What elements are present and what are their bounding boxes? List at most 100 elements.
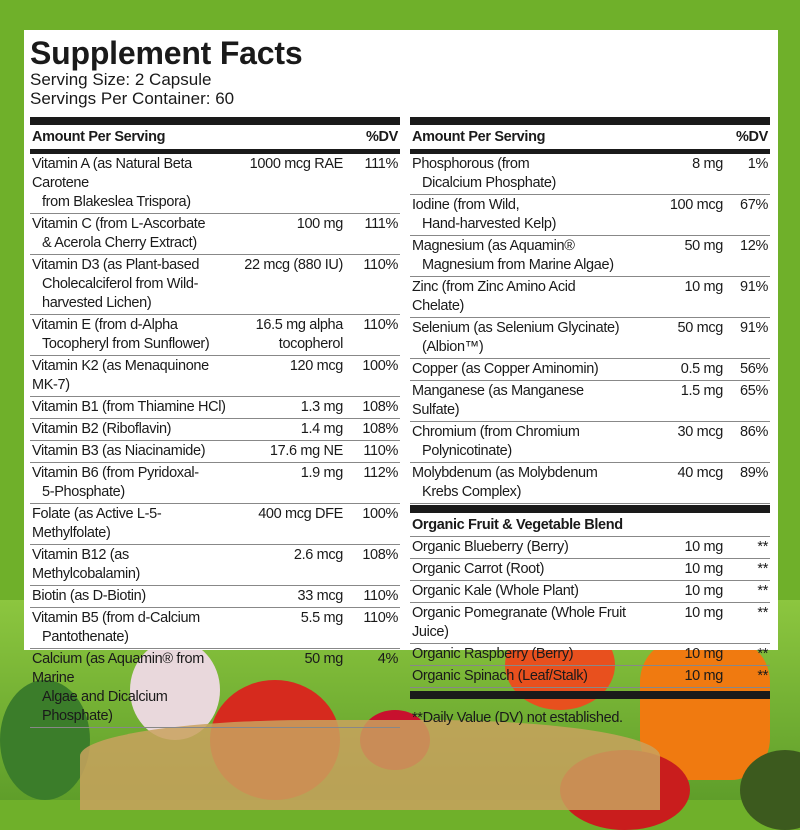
nutrient-amount: 1.9 mg <box>300 465 344 481</box>
nutrient-dv: 4% <box>377 651 399 667</box>
nutrient-name: Organic Pomegranate (Whole Fruit Juice) <box>412 604 628 642</box>
nutrient-label: Vitamin B1 (from Thiamine HCl) <box>32 399 226 415</box>
nutrient-amount: 120 mcg <box>289 358 344 374</box>
nutrient-source: Dicalcium Phosphate) <box>422 175 557 191</box>
nutrient-amount: 2.6 mcg <box>293 547 343 563</box>
nutrient-source: Magnesium from Marine Algae) <box>422 257 614 273</box>
nutrient-amount: 50 mg <box>304 651 343 667</box>
nutrient-label: Organic Spinach (Leaf/Stalk) <box>412 668 588 684</box>
nutrient-amount: 50 mg <box>684 238 723 254</box>
nutrient-label: Vitamin D3 (as Plant-based <box>32 257 200 273</box>
nutrient-row: Vitamin K2 (as Menaquinone MK-7) 120 mcg 1… <box>30 356 400 397</box>
nutrient-dv: ** <box>757 539 768 555</box>
nutrient-row: Manganese (as Manganese Sulfate) 1.5 mg 65… <box>410 381 770 422</box>
nutrient-name: Vitamin K2 (as Menaquinone MK-7) <box>32 357 238 395</box>
nutrient-name: Biotin (as D-Biotin) <box>32 587 238 606</box>
nutrient-name: Chromium (from Chromium Polynicotinate) <box>412 423 628 461</box>
dv-header: %DV <box>366 129 398 145</box>
nutrient-amount: 16.5 mg alpha tocopherol <box>255 317 344 352</box>
nutrient-name: Calcium (as Aquamin® from Marine Algae an… <box>32 650 238 726</box>
nutrient-row: Organic Carrot (Root) 10 mg ** <box>410 559 770 581</box>
nutrient-row: Vitamin B12 (as Methylcobalamin) 2.6 mcg 1… <box>30 545 400 586</box>
footnote: **Daily Value (DV) not established. <box>412 710 623 726</box>
nutrient-row: Vitamin D3 (as Plant-based Cholecalcifero… <box>30 255 400 315</box>
nutrient-dv: 100% <box>362 506 398 522</box>
serving-size: Serving Size: 2 Capsule <box>30 70 212 89</box>
nutrient-amount: 400 mcg DFE <box>258 506 343 522</box>
nutrient-amount: 10 mg <box>684 279 723 295</box>
nutrient-label: Chromium (from Chromium <box>412 424 580 440</box>
nutrient-label: Vitamin B12 (as Methylcobalamin) <box>32 547 141 582</box>
nutrient-dv: 12% <box>740 238 768 254</box>
nutrient-amount: 100 mg <box>296 216 344 232</box>
nutrient-row: Organic Kale (Whole Plant) 10 mg ** <box>410 581 770 603</box>
left-column: Amount Per Serving %DV Vitamin A (as Natu… <box>30 117 400 728</box>
nutrient-amount: 5.5 mg <box>300 610 344 626</box>
nutrient-amount: 8 mg <box>692 156 723 172</box>
nutrient-dv: ** <box>757 646 768 662</box>
amount-header: Amount Per Serving <box>412 129 546 145</box>
nutrient-dv: 108% <box>362 399 398 415</box>
nutrient-amount: 10 mg <box>684 646 723 662</box>
nutrient-row: Organic Blueberry (Berry) 10 mg ** <box>410 537 770 559</box>
nutrient-source: Algae and Dicalcium Phosphate) <box>42 689 168 724</box>
nutrient-row: Organic Spinach (Leaf/Stalk) 10 mg ** <box>410 666 770 688</box>
dv-header: %DV <box>736 129 768 145</box>
nutrient-label: Vitamin K2 (as Menaquinone MK-7) <box>32 358 209 393</box>
nutrient-source: Hand-harvested Kelp) <box>422 216 557 232</box>
nutrient-amount: 100 mcg <box>669 197 724 213</box>
nutrient-label: Calcium (as Aquamin® from Marine <box>32 651 204 686</box>
divider <box>30 117 400 125</box>
nutrient-label: Folate (as Active L-5-Methylfolate) <box>32 506 162 541</box>
nutrient-row: Zinc (from Zinc Amino Acid Chelate) 10 mg… <box>410 277 770 318</box>
nutrient-row: Calcium (as Aquamin® from Marine Algae an… <box>30 649 400 728</box>
nutrient-dv: 110% <box>363 588 398 604</box>
nutrient-label: Biotin (as D-Biotin) <box>32 588 146 604</box>
nutrient-name: Copper (as Copper Aminomin) <box>412 360 628 379</box>
nutrient-row: Magnesium (as Aquamin® Magnesium from Mar… <box>410 236 770 277</box>
nutrient-label: Vitamin E (from d-Alpha <box>32 317 178 333</box>
nutrient-name: Vitamin E (from d-Alpha Tocopheryl from S… <box>32 316 238 354</box>
nutrient-name: Vitamin D3 (as Plant-based Cholecalcifero… <box>32 256 238 313</box>
nutrient-label: Magnesium (as Aquamin® <box>412 238 575 254</box>
nutrient-amount: 50 mcg <box>677 320 724 336</box>
nutrient-dv: 65% <box>740 383 768 399</box>
nutrient-row: Copper (as Copper Aminomin) 0.5 mg 56% <box>410 359 770 381</box>
nutrient-dv: 89% <box>740 465 768 481</box>
nutrient-name: Zinc (from Zinc Amino Acid Chelate) <box>412 278 628 316</box>
nutrient-label: Vitamin C (from L-Ascorbate <box>32 216 206 232</box>
nutrient-amount: 10 mg <box>684 605 723 621</box>
servings-per-container: Servings Per Container: 60 <box>30 89 235 108</box>
nutrient-amount: 10 mg <box>684 583 723 599</box>
nutrient-dv: 108% <box>362 547 398 563</box>
nutrient-amount: 1000 mcg RAE <box>249 156 344 172</box>
nutrient-name: Organic Raspberry (Berry) <box>412 645 628 664</box>
nutrient-label: Phosphorous (from <box>412 156 530 172</box>
nutrient-dv: ** <box>757 668 768 684</box>
nutrient-name: Organic Blueberry (Berry) <box>412 538 628 557</box>
nutrient-dv: 100% <box>362 358 398 374</box>
nutrient-label: Vitamin B6 (from Pyridoxal- <box>32 465 199 481</box>
nutrient-name: Vitamin C (from L-Ascorbate & Acerola Che… <box>32 215 238 253</box>
nutrient-row: Biotin (as D-Biotin) 33 mcg 110% <box>30 586 400 608</box>
nutrient-amount: 10 mg <box>684 668 723 684</box>
nutrient-dv: 110% <box>363 610 398 626</box>
nutrient-row: Vitamin B6 (from Pyridoxal- 5-Phosphate) 1… <box>30 463 400 504</box>
nutrient-name: Organic Carrot (Root) <box>412 560 628 579</box>
nutrient-dv: 110% <box>363 257 398 273</box>
nutrient-source: from Blakeslea Trispora) <box>42 194 191 210</box>
nutrient-name: Organic Spinach (Leaf/Stalk) <box>412 667 628 686</box>
divider <box>410 691 770 699</box>
nutrient-name: Organic Kale (Whole Plant) <box>412 582 628 601</box>
nutrient-label: Copper (as Copper Aminomin) <box>412 361 599 377</box>
nutrient-row: Phosphorous (from Dicalcium Phosphate) 8 m… <box>410 154 770 195</box>
nutrient-label: Selenium (as Selenium Glycinate) <box>412 320 620 336</box>
nutrient-dv: 110% <box>363 317 398 333</box>
nutrient-row: Folate (as Active L-5-Methylfolate) 400 m… <box>30 504 400 545</box>
nutrient-dv: 67% <box>740 197 768 213</box>
nutrient-row: Vitamin E (from d-Alpha Tocopheryl from S… <box>30 315 400 356</box>
nutrient-name: Vitamin B5 (from d-Calcium Pantothenate) <box>32 609 238 647</box>
nutrient-dv: 1% <box>747 156 769 172</box>
divider <box>410 117 770 125</box>
title: Supplement Facts <box>30 35 303 71</box>
